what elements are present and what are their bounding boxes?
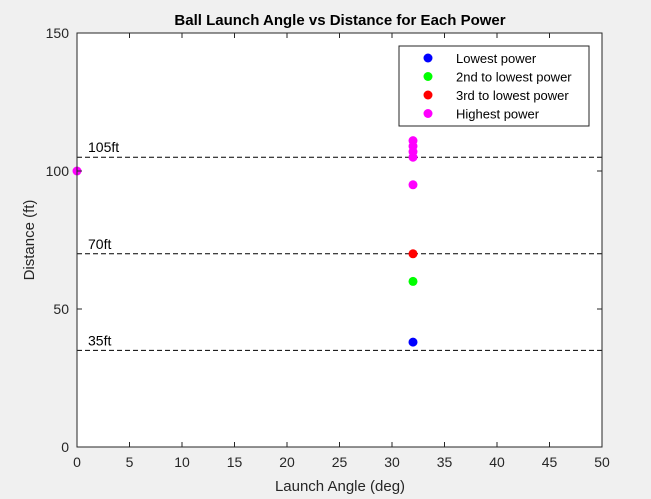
legend-marker: [423, 109, 433, 118]
legend-label: 3rd to lowest power: [456, 88, 569, 103]
legend-label: Highest power: [456, 107, 540, 122]
y-tick-label: 50: [53, 301, 69, 317]
x-tick-label: 20: [279, 454, 295, 470]
y-axis-ticks: 0 50 100 150: [46, 25, 602, 455]
x-tick-label: 30: [384, 454, 400, 470]
x-tick-label: 5: [126, 454, 134, 470]
x-tick-label: 35: [437, 454, 453, 470]
x-axis-label: Launch Angle (deg): [275, 478, 405, 494]
legend-label: 2nd to lowest power: [456, 70, 572, 85]
legend-marker: [423, 53, 433, 63]
data-point: [408, 136, 418, 146]
data-point: [408, 249, 418, 259]
x-tick-label: 45: [542, 454, 558, 470]
data-points: [72, 136, 418, 347]
y-axis-label: Distance (ft): [21, 200, 38, 281]
legend: Lowest power 2nd to lowest power 3rd to lo…: [398, 45, 590, 127]
reference-line-label: 35ft: [88, 332, 111, 348]
legend-label: Lowest power: [456, 51, 537, 66]
reference-lines: 105ft 70ft 35ft: [77, 139, 602, 351]
x-axis-ticks: 0 5 10 15 20 25 30 35 40 45 50: [73, 33, 610, 470]
x-tick-label: 50: [594, 454, 610, 470]
x-tick-label: 10: [174, 454, 190, 470]
data-point: [408, 180, 418, 190]
data-point: [408, 276, 418, 286]
x-tick-label: 40: [489, 454, 505, 470]
legend-marker: [423, 90, 433, 100]
legend-marker: [423, 72, 433, 81]
x-tick-label: 25: [332, 454, 348, 470]
y-tick-label: 0: [61, 439, 69, 455]
y-tick-label: 150: [46, 25, 70, 41]
reference-line-label: 105ft: [88, 139, 119, 155]
y-tick-label: 100: [46, 163, 70, 179]
x-tick-label: 15: [227, 454, 243, 470]
x-tick-label: 0: [73, 454, 81, 470]
data-point: [408, 337, 418, 347]
reference-line-label: 70ft: [88, 236, 111, 252]
chart-title: Ball Launch Angle vs Distance for Each P…: [174, 12, 505, 29]
